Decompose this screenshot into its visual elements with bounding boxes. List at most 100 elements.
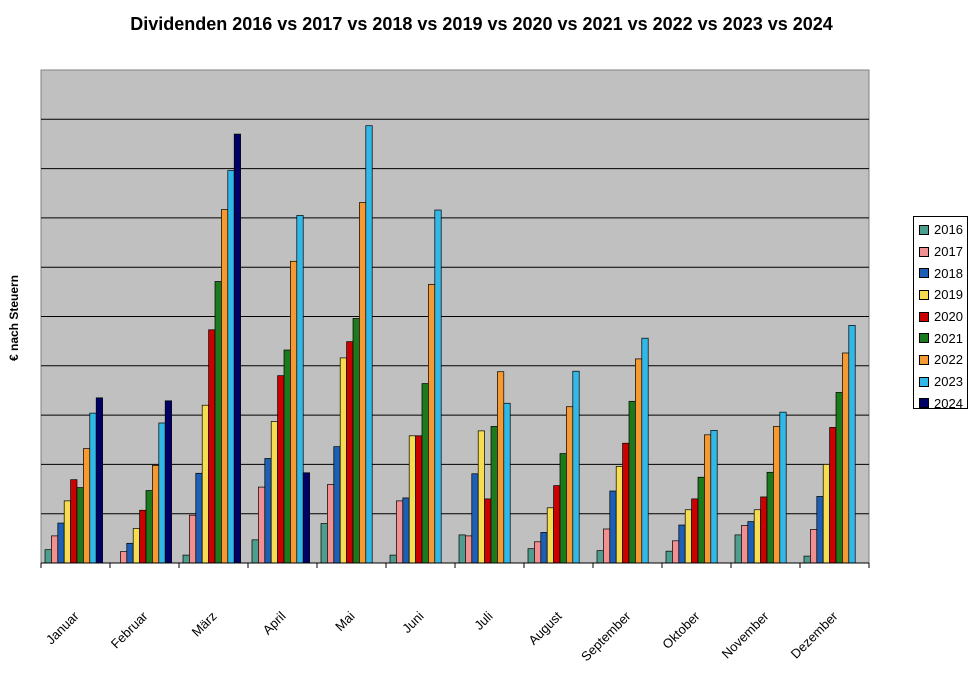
bar-2019-Dezember — [822, 464, 830, 564]
bar-2016-März — [182, 554, 190, 564]
bar-2019-März — [201, 404, 209, 564]
x-tick-label: März — [189, 609, 220, 640]
bar-2020-Juli — [484, 498, 492, 564]
legend-item: 2020 — [914, 306, 967, 328]
legend-swatch — [919, 224, 929, 235]
bar-2016-November — [734, 534, 742, 564]
legend-swatch — [919, 376, 929, 387]
legend-label: 2023 — [934, 374, 963, 390]
bar-2023-Februar — [158, 422, 166, 564]
bar-2019-August — [546, 507, 554, 564]
bar-2020-August — [553, 485, 561, 564]
bar-2017-September — [603, 528, 611, 564]
legend-item: 2019 — [914, 284, 967, 306]
legend-swatch — [919, 354, 929, 365]
bar-2019-November — [753, 509, 761, 564]
bar-2023-Juni — [434, 209, 442, 564]
legend-item: 2023 — [914, 371, 967, 393]
bar-2018-Februar — [126, 542, 134, 564]
bar-2016-Oktober — [665, 550, 673, 564]
x-tick-label: Dezember — [788, 608, 841, 661]
bar-2018-Juni — [402, 497, 410, 564]
bar-2022-Juli — [497, 371, 505, 564]
bar-2020-Oktober — [691, 498, 699, 564]
bar-2024-April — [302, 472, 310, 564]
bar-2019-Oktober — [684, 509, 692, 564]
bar-2023-April — [296, 215, 304, 564]
bar-2018-September — [609, 490, 617, 564]
bar-2018-Januar — [57, 522, 65, 564]
bar-2016-Juli — [458, 534, 466, 564]
bar-2016-September — [596, 550, 604, 564]
bar-2020-Mai — [346, 341, 354, 564]
bar-2024-März — [233, 133, 241, 564]
bar-2016-Dezember — [803, 555, 811, 564]
bar-2022-Mai — [359, 202, 367, 564]
bar-2020-Juni — [415, 435, 423, 564]
bar-2019-Januar — [63, 500, 71, 564]
bar-2023-Juli — [503, 402, 511, 564]
legend-item: 2016 — [914, 219, 967, 241]
legend-item: 2021 — [914, 327, 967, 349]
legend-item: 2024 — [914, 393, 967, 415]
bar-2022-Juni — [428, 284, 436, 564]
bar-2018-November — [747, 521, 755, 564]
x-tick-label: August — [525, 608, 564, 647]
legend-label: 2024 — [934, 395, 963, 411]
x-tick-label: Juli — [471, 608, 495, 632]
bar-2023-August — [572, 370, 580, 564]
bar-2017-Mai — [327, 484, 335, 564]
bar-2021-Dezember — [835, 392, 843, 564]
bar-2021-November — [766, 471, 774, 564]
bar-2019-September — [615, 466, 623, 564]
bar-2016-Januar — [44, 549, 52, 564]
legend-swatch — [919, 246, 929, 257]
bar-2017-Juni — [396, 500, 404, 564]
legend-swatch — [919, 333, 929, 344]
bar-2021-April — [283, 349, 291, 564]
legend-label: 2021 — [934, 330, 963, 346]
bar-2020-November — [760, 496, 768, 564]
x-tick-label: Juni — [399, 608, 427, 636]
bar-2018-März — [195, 472, 203, 564]
bar-2023-September — [641, 337, 649, 564]
bar-2017-April — [258, 486, 266, 564]
bar-2017-Dezember — [810, 529, 818, 564]
bar-2021-Juni — [421, 383, 429, 564]
bar-2020-Februar — [139, 509, 147, 564]
bar-2023-Dezember — [848, 325, 856, 564]
x-tick-label: November — [719, 608, 772, 661]
legend-swatch — [919, 398, 929, 409]
legend-label: 2019 — [934, 287, 963, 303]
x-tick-label: Februar — [108, 608, 151, 651]
bar-2017-Oktober — [672, 540, 680, 564]
bar-2023-März — [227, 170, 235, 564]
bar-2024-Februar — [164, 400, 172, 564]
bar-2016-August — [527, 548, 535, 564]
bar-2019-April — [270, 421, 278, 564]
bar-2020-April — [277, 375, 285, 564]
legend-item: 2018 — [914, 262, 967, 284]
bar-2024-Januar — [95, 397, 103, 564]
bar-2017-März — [189, 514, 197, 564]
x-tick-label: Mai — [332, 608, 357, 633]
legend-label: 2016 — [934, 222, 963, 238]
legend-swatch — [919, 268, 929, 279]
chart-legend: 2016 2017 2018 2019 2020 2021 2022 2023 2024 — [913, 216, 968, 411]
bar-2022-Februar — [152, 465, 160, 564]
bar-2021-Januar — [76, 487, 84, 564]
legend-item: 2017 — [914, 241, 967, 263]
bar-2022-April — [290, 260, 298, 564]
bar-2016-Juni — [389, 554, 397, 564]
bar-2018-August — [540, 532, 548, 564]
bar-2019-Februar — [132, 528, 140, 564]
bar-2021-März — [214, 281, 222, 564]
bar-2017-Juli — [465, 535, 473, 564]
bar-2022-August — [566, 406, 574, 564]
bar-2016-April — [251, 539, 259, 564]
bar-2016-Mai — [320, 523, 328, 564]
bar-2020-Januar — [70, 479, 78, 564]
legend-swatch — [919, 289, 929, 300]
legend-item: 2022 — [914, 349, 967, 371]
